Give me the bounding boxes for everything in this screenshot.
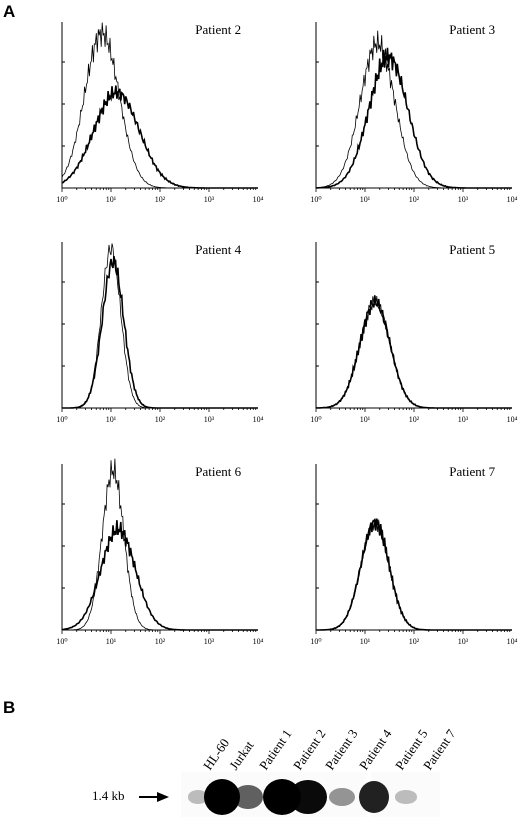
chart-title: Patient 6: [195, 464, 241, 479]
histogram-curve-thick: [316, 295, 512, 409]
x-tick-label: 10⁴: [507, 637, 518, 646]
x-tick-label: 10²: [409, 195, 420, 204]
chart-title: Patient 4: [195, 242, 241, 257]
x-tick-label: 10³: [204, 195, 215, 204]
lane-label: Patient 3: [322, 726, 361, 773]
x-tick-label: 10⁴: [507, 415, 518, 424]
chart-title: Patient 7: [449, 464, 495, 479]
histogram-1: 10⁰ 10¹ 10² 10³ 10⁴ Patient 2: [56, 22, 264, 204]
histogram-curve-thin: [62, 458, 258, 631]
arrow-icon: [157, 792, 169, 802]
blot-band: [395, 790, 417, 804]
x-tick-label: 10¹: [106, 415, 117, 424]
histogram-curve-thick: [61, 520, 258, 631]
chart-title: Patient 5: [449, 242, 495, 257]
histogram-curve-thick: [61, 85, 258, 189]
histogram-curve-thin: [316, 518, 512, 631]
x-tick-label: 10⁰: [310, 195, 321, 204]
x-tick-label: 10³: [204, 415, 215, 424]
blot-band: [289, 779, 327, 815]
histogram-3: 10⁰ 10¹ 10² 10³ 10⁴ Patient 4: [56, 242, 264, 424]
x-tick-label: 10⁴: [253, 637, 264, 646]
x-tick-label: 10⁴: [507, 195, 518, 204]
x-tick-label: 10³: [204, 637, 215, 646]
arrow-shaft: [139, 796, 159, 798]
histogram-curve-thick: [316, 47, 512, 189]
chart-title: Patient 3: [449, 22, 495, 37]
x-tick-label: 10⁰: [310, 415, 321, 424]
histogram-5: 10⁰ 10¹ 10² 10³ 10⁴ Patient 6: [56, 458, 264, 646]
histogram-6: 10⁰ 10¹ 10² 10³ 10⁴ Patient 7: [310, 464, 518, 646]
x-tick-label: 10¹: [360, 415, 371, 424]
x-tick-label: 10⁴: [253, 195, 264, 204]
x-tick-label: 10³: [458, 195, 469, 204]
x-tick-label: 10²: [409, 637, 420, 646]
histogram-curve-thick: [62, 255, 258, 409]
histogram-curve-thick: [316, 518, 512, 631]
blot-band: [329, 788, 355, 806]
x-tick-label: 10⁰: [56, 195, 67, 204]
x-tick-label: 10¹: [106, 637, 117, 646]
blot-band: [233, 784, 263, 810]
x-tick-label: 10¹: [360, 195, 371, 204]
blot-band: [188, 790, 208, 804]
x-tick-label: 10²: [155, 415, 166, 424]
x-tick-label: 10⁰: [56, 637, 67, 646]
histogram-curve-thin: [62, 243, 258, 409]
x-tick-label: 10²: [155, 195, 166, 204]
histogram-curve-thin: [316, 30, 512, 189]
chart-title: Patient 2: [195, 22, 241, 37]
size-label: 1.4 kb: [92, 788, 125, 803]
lane-label: HL-60: [200, 735, 233, 773]
histogram-4: 10⁰ 10¹ 10² 10³ 10⁴ Patient 5: [310, 242, 518, 424]
x-tick-label: 10¹: [106, 195, 117, 204]
panel-a-label: A: [3, 2, 16, 21]
x-tick-label: 10²: [155, 637, 166, 646]
x-tick-label: 10²: [409, 415, 420, 424]
x-tick-label: 10¹: [360, 637, 371, 646]
lane-label: Patient 4: [356, 726, 395, 773]
x-tick-label: 10⁰: [56, 415, 67, 424]
x-tick-label: 10⁰: [310, 637, 321, 646]
x-tick-label: 10³: [458, 637, 469, 646]
lane-label: Patient 1: [256, 726, 295, 773]
x-tick-label: 10⁴: [253, 415, 264, 424]
x-tick-label: 10³: [458, 415, 469, 424]
histogram-curve-thin: [61, 22, 258, 189]
lane-label: Patient 2: [290, 726, 329, 773]
histogram-2: 10⁰ 10¹ 10² 10³ 10⁴ Patient 3: [310, 22, 518, 204]
blot-band: [359, 780, 389, 814]
panel-b-label: B: [3, 698, 16, 717]
